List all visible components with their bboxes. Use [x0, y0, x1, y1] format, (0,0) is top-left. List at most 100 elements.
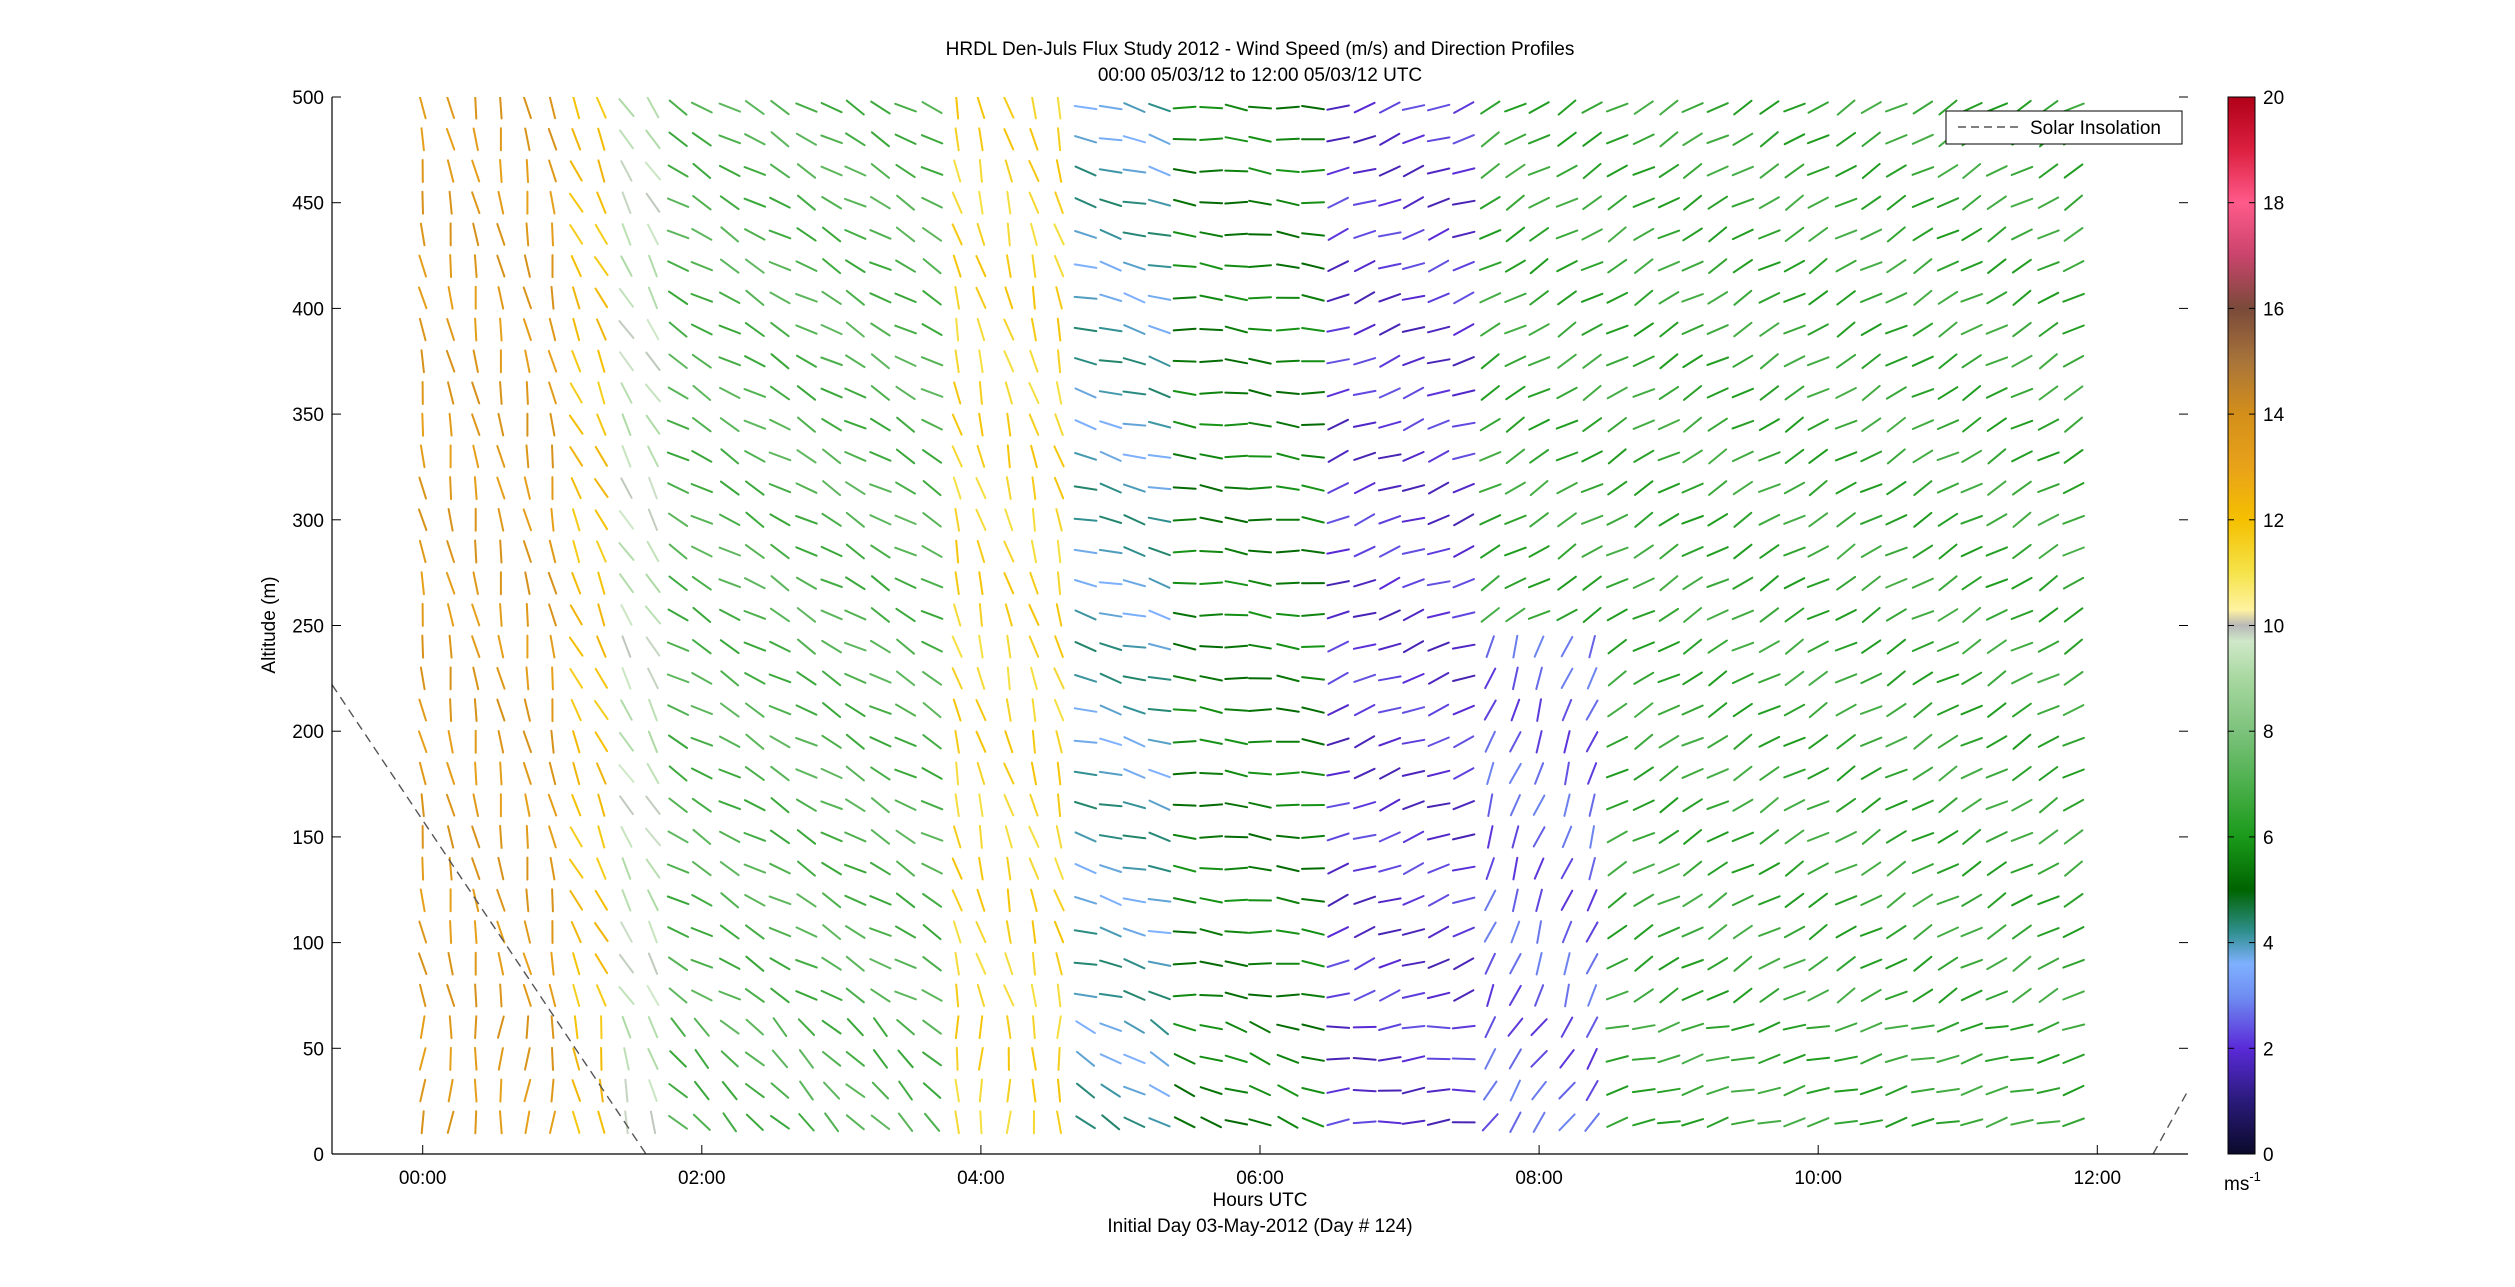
- colorbar-tick-label: 10: [2263, 617, 2284, 638]
- x-axis-label-secondary: Initial Day 03-May-2012 (Day # 124): [1107, 1216, 1412, 1237]
- wind-barb: [475, 1016, 476, 1038]
- wind-barb: [422, 858, 423, 880]
- wind-barb: [1200, 424, 1222, 425]
- colorbar-tick-label: 20: [2263, 88, 2284, 109]
- wind-barb: [475, 541, 476, 563]
- wind-barb: [1225, 678, 1247, 679]
- wind-barb: [422, 192, 423, 214]
- wind-barb: [1200, 551, 1222, 552]
- y-tick-label: 100: [292, 934, 324, 955]
- wind-barb: [500, 763, 501, 785]
- x-tick-label: 04:00: [957, 1168, 1005, 1189]
- wind-barb: [1200, 202, 1222, 203]
- wind-barb: [1225, 487, 1247, 488]
- wind-barb: [1327, 1058, 1349, 1059]
- x-tick-label: 00:00: [399, 1168, 447, 1189]
- colorbar-tick-label: 2: [2263, 1039, 2274, 1060]
- wind-barb: [1453, 1059, 1475, 1060]
- wind-barb: [552, 667, 553, 689]
- wind-barb: [1225, 837, 1247, 838]
- wind-barb: [500, 541, 501, 563]
- x-tick-label: 08:00: [1515, 1168, 1563, 1189]
- wind-barb: [1302, 424, 1324, 425]
- y-tick-label: 300: [292, 511, 324, 532]
- colorbar-unit-base: ms: [2224, 1174, 2249, 1195]
- y-tick-label: 400: [292, 299, 324, 320]
- wind-barb: [527, 160, 528, 182]
- y-tick-label: 250: [292, 617, 324, 638]
- wind-barb: [475, 763, 476, 785]
- wind-barb: [1174, 709, 1196, 710]
- wind-barb: [1200, 329, 1222, 330]
- wind-barb: [1249, 741, 1271, 742]
- wind-barb: [1354, 1027, 1376, 1028]
- wind-barb: [500, 1080, 501, 1102]
- colorbar-tick-label: 12: [2263, 511, 2284, 532]
- colorbar-tick-label: 18: [2263, 194, 2284, 215]
- wind-barb: [1277, 583, 1299, 584]
- wind-barb: [1200, 107, 1222, 108]
- colorbar: 0 2 4 6 8 10 12 14 16 18 20 ms-1: [2224, 88, 2285, 1195]
- wind-barb: [1174, 519, 1196, 520]
- wind-barb: [1174, 297, 1196, 298]
- y-tick-label: 200: [292, 722, 324, 743]
- wind-barb: [527, 382, 528, 404]
- wind-barb: [450, 699, 451, 721]
- y-tick-label: 50: [303, 1039, 324, 1060]
- colorbar-tick-label: 4: [2263, 934, 2274, 955]
- wind-barb: [1200, 773, 1222, 774]
- y-tick-label: 500: [292, 88, 324, 109]
- wind-barb: [1277, 139, 1299, 140]
- colorbar-unit: ms-1: [2224, 1169, 2261, 1195]
- legend-label: Solar Insolation: [2030, 118, 2161, 139]
- chart-title: HRDL Den-Juls Flux Study 2012 - Wind Spe…: [946, 39, 1575, 60]
- wind-barb: [475, 1111, 476, 1133]
- wind-barb: [552, 1048, 553, 1070]
- colorbar-tick-label: 16: [2263, 299, 2284, 320]
- wind-barb: [1225, 234, 1247, 235]
- wind-barb: [1302, 646, 1324, 647]
- y-tick-label: 150: [292, 828, 324, 849]
- wind-barb: [1200, 995, 1222, 996]
- wind-barb: [1174, 963, 1196, 964]
- wind-barb: [1174, 741, 1196, 742]
- wind-barb: [1059, 1048, 1060, 1070]
- wind-barb: [1302, 868, 1324, 869]
- colorbar-tick-label: 8: [2263, 722, 2274, 743]
- wind-barb: [422, 414, 423, 436]
- wind-barb: [1174, 583, 1196, 584]
- wind-barb: [450, 477, 451, 499]
- colorbar-tick-label: 6: [2263, 828, 2274, 849]
- wind-barb: [552, 445, 553, 467]
- colorbar-tick-label: 14: [2263, 405, 2285, 426]
- colorbar-tick-label: 0: [2263, 1145, 2274, 1166]
- wind-barb: [552, 889, 553, 911]
- wind-barb: [980, 1111, 981, 1133]
- wind-barb: [1174, 139, 1196, 140]
- wind-barb: [450, 921, 451, 943]
- wind-barb: [1174, 931, 1196, 932]
- wind-barb: [527, 604, 528, 626]
- wind-barb: [1225, 456, 1247, 457]
- wind-barb: [1249, 519, 1271, 520]
- wind-barb: [1249, 234, 1271, 235]
- x-tick-label: 10:00: [1794, 1168, 1842, 1189]
- wind-barb: [552, 223, 553, 245]
- wind-barb: [500, 985, 501, 1007]
- y-tick-label: 350: [292, 405, 324, 426]
- wind-barb: [527, 826, 528, 848]
- wind-barb: [1174, 805, 1196, 806]
- wind-barb: [1277, 805, 1299, 806]
- wind-barb: [1200, 646, 1222, 647]
- y-axis-label: Altitude (m): [259, 576, 280, 673]
- wind-barb: [1277, 361, 1299, 362]
- wind-barb: [1174, 487, 1196, 488]
- x-tick-label: 02:00: [678, 1168, 726, 1189]
- x-tick-label: 12:00: [2074, 1168, 2122, 1189]
- wind-barb: [1225, 266, 1247, 267]
- wind-barb: [475, 97, 476, 119]
- wind-barb: [450, 1048, 451, 1070]
- wind-barb: [1249, 963, 1271, 964]
- wind-barb: [1225, 171, 1247, 172]
